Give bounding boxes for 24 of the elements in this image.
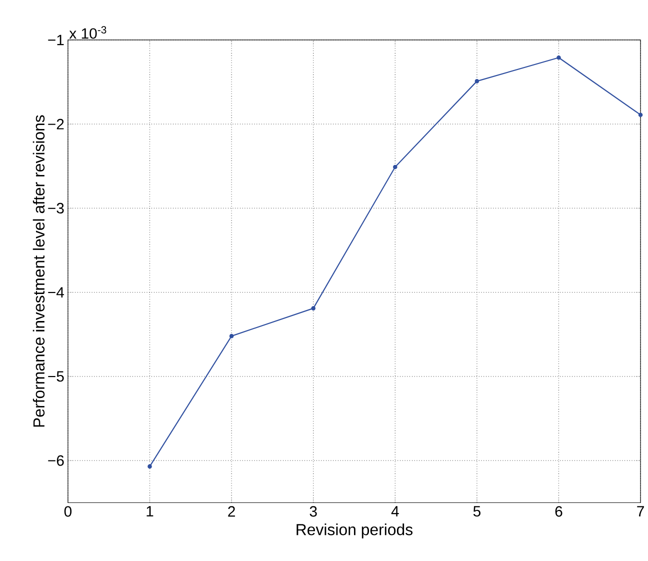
point [638,112,643,118]
x-tick-label: 6 [555,506,562,517]
y-tick-label: −5 [48,371,64,382]
y-tick-label: −3 [48,203,64,214]
x-tick-label: 0 [64,506,72,517]
x-tick-label: 4 [391,506,399,517]
y-tick-label: −1 [48,35,64,46]
point [311,306,316,311]
x-tick-label: 1 [146,506,154,517]
x-axis-title: Revision periods [296,524,412,539]
point [393,165,398,170]
y-tick-label: −4 [48,287,64,298]
y-tick-label: −6 [48,455,64,466]
x-tick-label: 3 [310,506,317,517]
point [556,56,561,60]
y-axis-title: Performance investment level after revisions [32,115,45,427]
x-tick-label: 7 [637,506,644,517]
point [148,464,152,469]
y-tick-label: −2 [48,119,64,130]
x-tick-label: 5 [473,506,480,517]
text: x 10$^{-3}$ [69,26,106,39]
point [474,79,480,84]
point [229,334,234,338]
x-tick-label: 2 [228,506,235,517]
